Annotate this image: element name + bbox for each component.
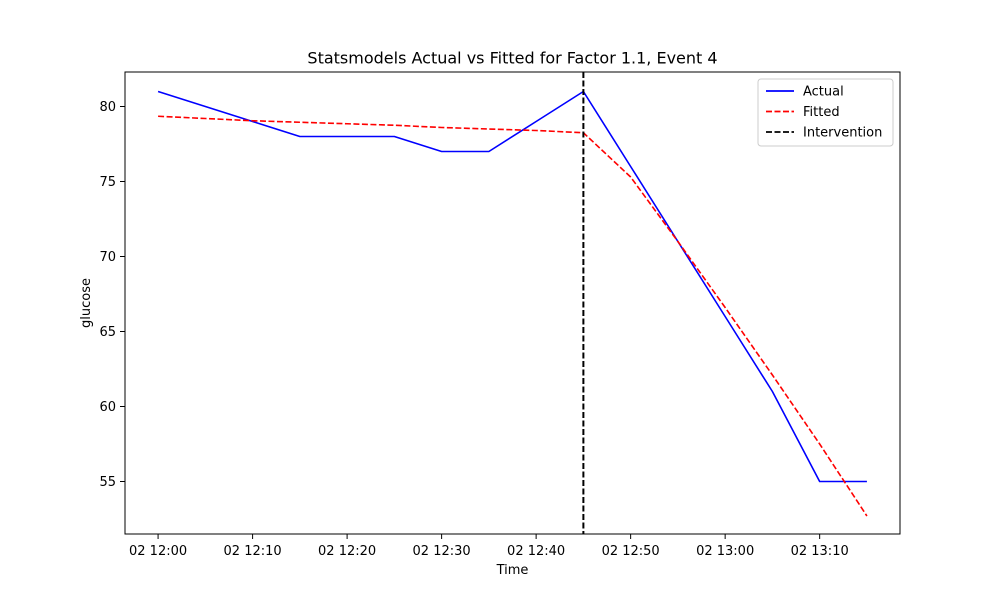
y-tick-label: 60 [99, 400, 116, 415]
y-tick-label: 70 [99, 250, 116, 265]
legend-label: Intervention [803, 126, 882, 141]
series-line-actual [157, 90, 867, 483]
legend: Actual Fitted Intervention [757, 78, 894, 147]
y-tick-label: 80 [99, 100, 116, 115]
x-tick-label: 02 12:30 [413, 544, 471, 559]
chart-title: Statsmodels Actual vs Fitted for Factor … [307, 49, 717, 68]
x-tick-label: 02 13:10 [791, 544, 849, 559]
series-layer [157, 72, 868, 534]
series-line-fitted [158, 115, 868, 517]
legend-box [757, 78, 894, 147]
y-tick-label: 55 [99, 475, 116, 490]
x-axis-title: Time [496, 563, 529, 578]
x-tick-label: 02 12:20 [318, 544, 376, 559]
legend-label: Actual [803, 85, 844, 100]
y-tick-label: 65 [99, 325, 116, 340]
legend-label: Fitted [803, 105, 840, 120]
y-tick-label: 75 [99, 175, 116, 190]
y-axis: 55 60 65 70 75 80 [99, 100, 125, 490]
x-axis: 02 12:00 02 12:10 02 12:20 02 12:30 02 12:40… [129, 534, 849, 559]
x-tick-label: 02 12:50 [602, 544, 660, 559]
y-axis-title: glucose [79, 278, 94, 328]
x-tick-label: 02 12:40 [507, 544, 565, 559]
x-tick-label: 02 13:00 [696, 544, 754, 559]
x-tick-label: 02 12:10 [224, 544, 282, 559]
plot-area [124, 71, 901, 535]
plot-frame [124, 71, 901, 535]
x-tick-label: 02 12:00 [129, 544, 187, 559]
